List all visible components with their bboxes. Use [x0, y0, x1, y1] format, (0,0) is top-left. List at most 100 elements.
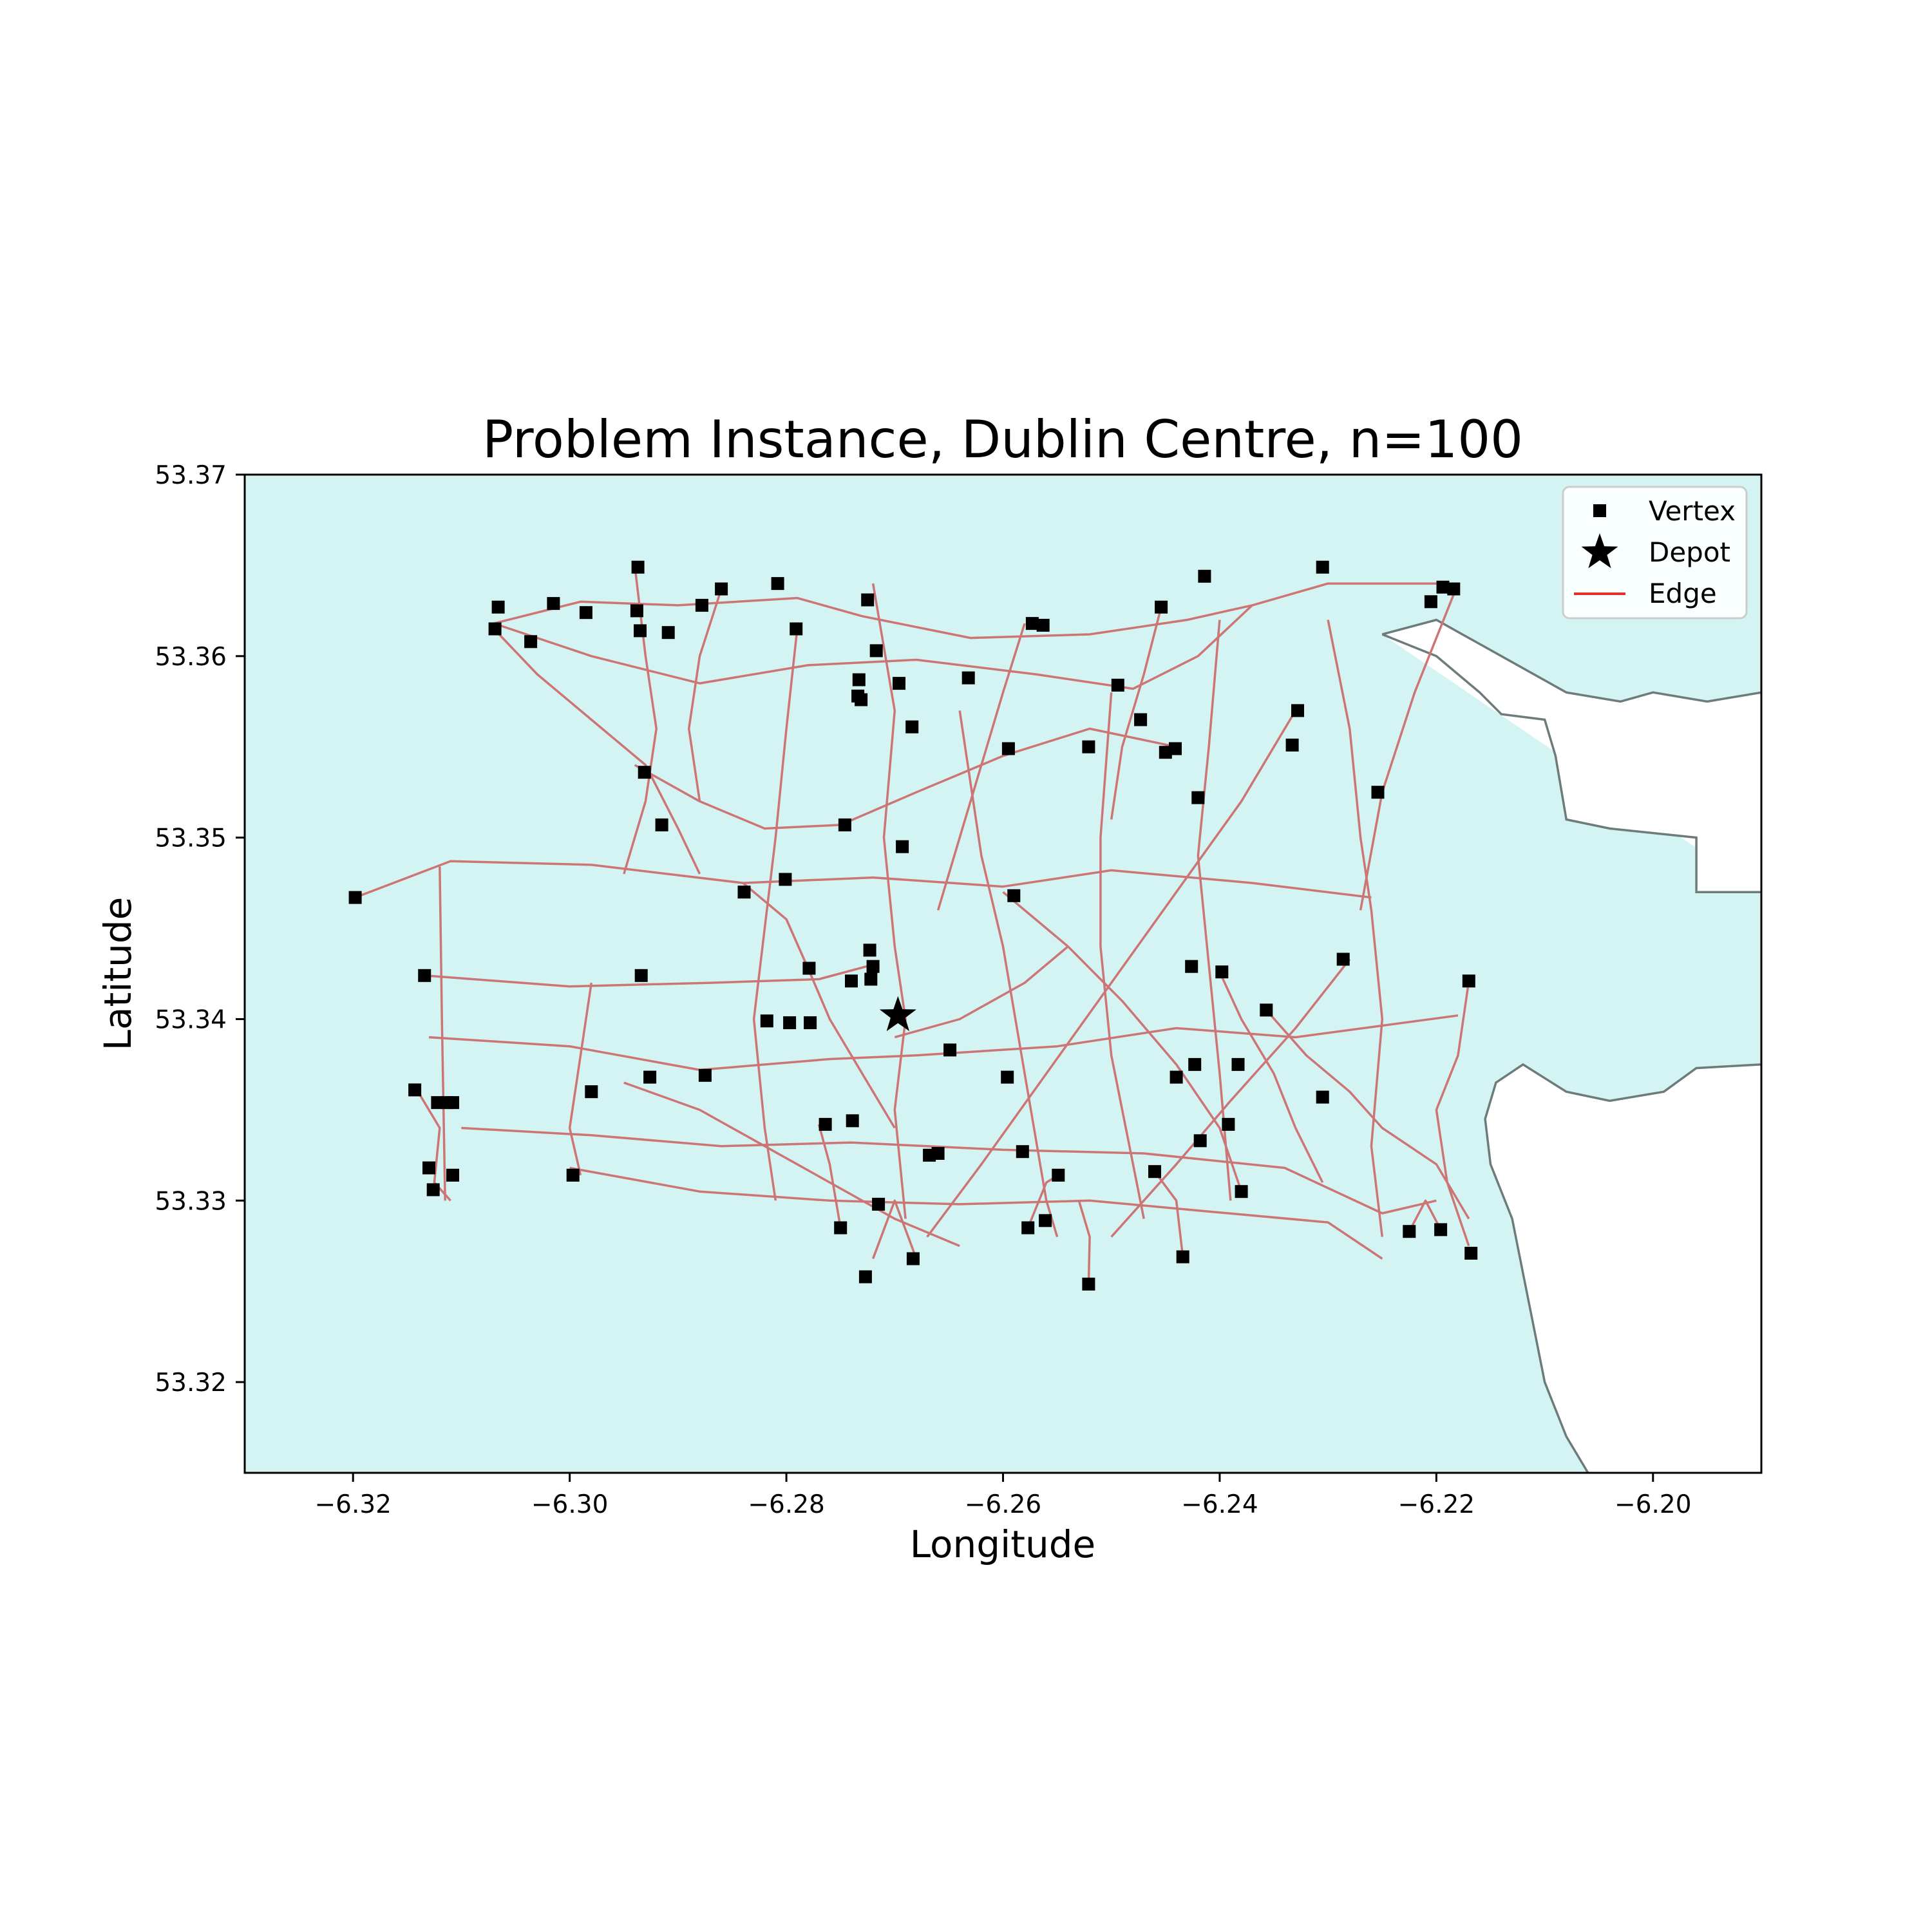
vertex-marker [634, 624, 647, 638]
vertex-marker [446, 1168, 459, 1182]
edge [1099, 692, 1145, 1219]
vertex-marker [852, 673, 866, 687]
vertex-marker [1231, 1057, 1245, 1071]
vertex-marker [864, 972, 878, 986]
vertex-marker [1291, 704, 1304, 717]
vertex-marker [834, 1221, 848, 1235]
vertex-marker [845, 974, 858, 988]
vertex-marker [771, 577, 784, 591]
edge [958, 710, 1059, 1238]
vertex-marker [1436, 580, 1450, 594]
vertex-marker [804, 1016, 817, 1030]
edge [752, 629, 799, 1201]
vertex-marker [547, 597, 560, 611]
vertex-marker [866, 960, 880, 973]
vertex-marker [348, 891, 362, 904]
legend-vertex-marker [1593, 504, 1606, 517]
y-tick-label: 53.33 [155, 1187, 227, 1216]
vertex-marker [861, 593, 875, 607]
vertex-marker [643, 1070, 657, 1084]
vertex-marker [422, 1161, 435, 1175]
edge [871, 1199, 918, 1260]
vertex-marker [819, 1117, 832, 1131]
vertex-marker [1001, 742, 1015, 755]
vertex-marker [1371, 786, 1385, 799]
vertex-marker [418, 969, 431, 982]
legend-edge-label: Edge [1649, 578, 1717, 609]
vertex-marker [1424, 595, 1437, 609]
vertex-marker [488, 622, 502, 636]
x-tick-label: −6.20 [1615, 1490, 1692, 1519]
vertex-marker [1285, 738, 1299, 752]
y-tick-label: 53.37 [155, 461, 227, 490]
x-axis-label: Longitude [910, 1522, 1095, 1566]
vertex-marker [1198, 569, 1211, 583]
coastline-group [1381, 618, 1761, 1473]
vertex-marker [1082, 740, 1095, 753]
edge [493, 628, 701, 875]
x-tick-label: −6.32 [314, 1490, 392, 1519]
vertex-marker [1082, 1277, 1095, 1291]
edge [1002, 891, 1243, 1192]
legend-box [1562, 486, 1748, 620]
edge [1077, 1200, 1091, 1284]
vertex-marker [715, 582, 728, 596]
y-tick-label: 53.36 [155, 643, 227, 672]
x-tick-label: −6.26 [965, 1490, 1042, 1519]
vertex-marker [698, 1068, 712, 1082]
vertex-marker [905, 720, 919, 734]
vertex-marker [1260, 1003, 1273, 1017]
vertex-marker [931, 1147, 945, 1160]
legend-depot-label: Depot [1649, 536, 1730, 568]
edge [623, 1081, 960, 1247]
edge [568, 982, 593, 1176]
vertex-marker [1148, 1165, 1161, 1179]
edge [742, 882, 896, 1129]
edge [493, 582, 1437, 690]
chart-title: Problem Instance, Dublin Centre, n=100 [482, 410, 1523, 469]
vertex-marker [1111, 678, 1124, 692]
vertex-marker [524, 635, 538, 649]
edge [439, 866, 446, 1201]
vertex-marker [631, 560, 645, 574]
vertex-marker [872, 1197, 886, 1211]
vertex-marker [1007, 889, 1021, 902]
vertex-marker [790, 622, 803, 636]
edge [354, 860, 1372, 899]
x-tick-label: −6.24 [1181, 1490, 1258, 1519]
vertex-marker [1403, 1225, 1416, 1238]
y-tick-label: 53.34 [155, 1005, 227, 1034]
vertex-marker [1447, 582, 1461, 596]
land-area-south [1485, 1064, 1761, 1473]
vertex-marker [1036, 618, 1050, 632]
vertex-marker [858, 1270, 872, 1283]
vertex-marker [783, 1016, 797, 1030]
edge [1197, 620, 1232, 1201]
vertex-marker [1336, 952, 1350, 966]
vertex-marker [638, 766, 651, 779]
x-tick-label: −6.28 [748, 1490, 825, 1519]
edge [1359, 583, 1459, 911]
legend-depot-marker [1581, 533, 1618, 569]
depot-marker [879, 996, 916, 1032]
x-tick-label: −6.30 [531, 1490, 609, 1519]
vertex-marker [1039, 1214, 1052, 1227]
edge [1265, 1009, 1470, 1220]
edge [1327, 620, 1384, 1237]
vertex-marker [1185, 960, 1198, 973]
edge [461, 1126, 1437, 1215]
vertex-marker [1215, 965, 1229, 979]
legend-vertex-label: Vertex [1649, 495, 1736, 527]
edge [417, 1091, 451, 1202]
edge [424, 963, 874, 988]
vertex-marker [1001, 1070, 1014, 1084]
vertex-marker [491, 600, 505, 614]
edge [634, 727, 1177, 830]
x-tick-label: −6.22 [1398, 1490, 1475, 1519]
vertex-marker [760, 1014, 773, 1028]
edge [687, 588, 723, 802]
y-axis: 53.32 53.33 53.34 53.35 53.36 53.37 [155, 461, 245, 1397]
edge [817, 1124, 842, 1228]
vertex-marker [779, 873, 792, 886]
